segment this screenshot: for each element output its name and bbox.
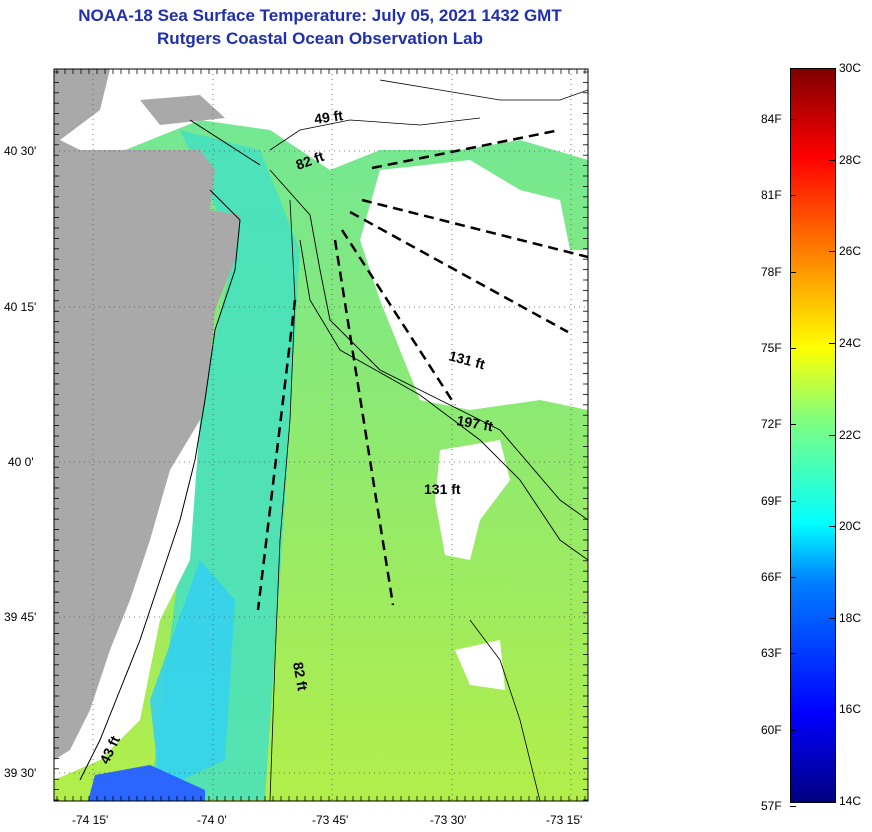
upwelling-area — [88, 765, 205, 801]
lon-label: -73 45' — [312, 813, 348, 827]
lon-label: -73 15' — [546, 813, 582, 827]
colorbar-tick — [790, 424, 796, 426]
cloud-area — [455, 640, 505, 690]
fahrenheit-label: 63F — [761, 646, 782, 661]
coastline — [79, 189, 241, 781]
celsius-label: 28C — [839, 152, 862, 167]
cloud-area — [360, 160, 588, 410]
depth-contour — [469, 619, 541, 801]
celsius-label: 24C — [839, 335, 862, 350]
depth-contour — [269, 169, 588, 521]
colorbar-tick — [790, 806, 796, 808]
colorbar-tick — [790, 577, 796, 579]
lon-label: -74 15' — [72, 813, 108, 827]
depth-contour — [379, 79, 588, 101]
fahrenheit-label: 81F — [761, 188, 782, 203]
fahrenheit-label: 75F — [761, 340, 782, 355]
fahrenheit-label: 69F — [761, 493, 782, 508]
colorbar-tick — [829, 159, 835, 161]
lat-label: 40 30' — [4, 144, 36, 158]
colorbar-tick — [829, 617, 835, 619]
sea-surface-temperature-map: 40 30' 40 15' 40 0' 39 45' 39 30' -74 15… — [4, 68, 589, 827]
fahrenheit-label: 78F — [761, 264, 782, 279]
land-long-island — [140, 95, 225, 125]
lat-label: 40 0' — [8, 455, 34, 469]
depth-label: 197 ft — [455, 412, 494, 434]
lon-label: -73 30' — [430, 813, 466, 827]
temperature-colorbar — [790, 68, 836, 803]
depth-contour — [189, 119, 261, 166]
transect-lines — [256, 128, 588, 611]
cloud-area — [54, 69, 588, 170]
fahrenheit-label: 66F — [761, 570, 782, 585]
colorbar-tick — [790, 653, 796, 655]
fahrenheit-label: 60F — [761, 722, 782, 737]
celsius-label: 22C — [839, 427, 862, 442]
lon-label: -74 0' — [197, 813, 227, 827]
colorbar-tick — [790, 729, 796, 731]
depth-contour — [299, 239, 588, 561]
colorbar-tick — [829, 709, 835, 711]
colorbar-tick — [790, 271, 796, 273]
lat-label: 39 45' — [4, 610, 36, 624]
celsius-label: 26C — [839, 244, 862, 259]
celsius-label: 30C — [839, 61, 862, 75]
celsius-label: 18C — [839, 610, 862, 625]
colorbar-tick — [829, 434, 835, 436]
depth-label: 82 ft — [290, 661, 311, 692]
colorbar-tick — [829, 801, 835, 802]
fahrenheit-label: 72F — [761, 417, 782, 432]
fahrenheit-label: 57F — [761, 799, 782, 814]
lat-label: 39 30' — [4, 766, 36, 780]
graticule — [54, 69, 588, 801]
celsius-label: 14C — [839, 794, 862, 808]
cold-water-band — [150, 560, 235, 790]
colorbar-tick — [790, 500, 796, 502]
celsius-label: 20C — [839, 519, 862, 534]
colorbar-tick — [829, 526, 835, 528]
colorbar-tick — [790, 118, 796, 120]
celsius-label: 16C — [839, 702, 862, 717]
colorbar-tick — [829, 342, 835, 344]
lat-label: 40 15' — [4, 300, 36, 314]
axis-minor-ticks — [54, 69, 588, 801]
colorbar-tick — [829, 68, 835, 69]
colorbar-tick — [790, 347, 796, 349]
colorbar-tick — [790, 195, 796, 197]
map-title: NOAA-18 Sea Surface Temperature: July 05… — [78, 6, 562, 25]
depth-contour — [269, 117, 481, 151]
map-subtitle: Rutgers Coastal Ocean Observation Lab — [157, 29, 483, 48]
colorbar-tick — [829, 251, 835, 253]
depth-contour — [269, 199, 296, 801]
land-new-jersey — [54, 69, 240, 760]
cloud-area — [435, 440, 510, 560]
fahrenheit-label: 84F — [761, 111, 782, 126]
depth-label: 49 ft — [313, 107, 344, 127]
depth-label: 131 ft — [424, 481, 461, 497]
